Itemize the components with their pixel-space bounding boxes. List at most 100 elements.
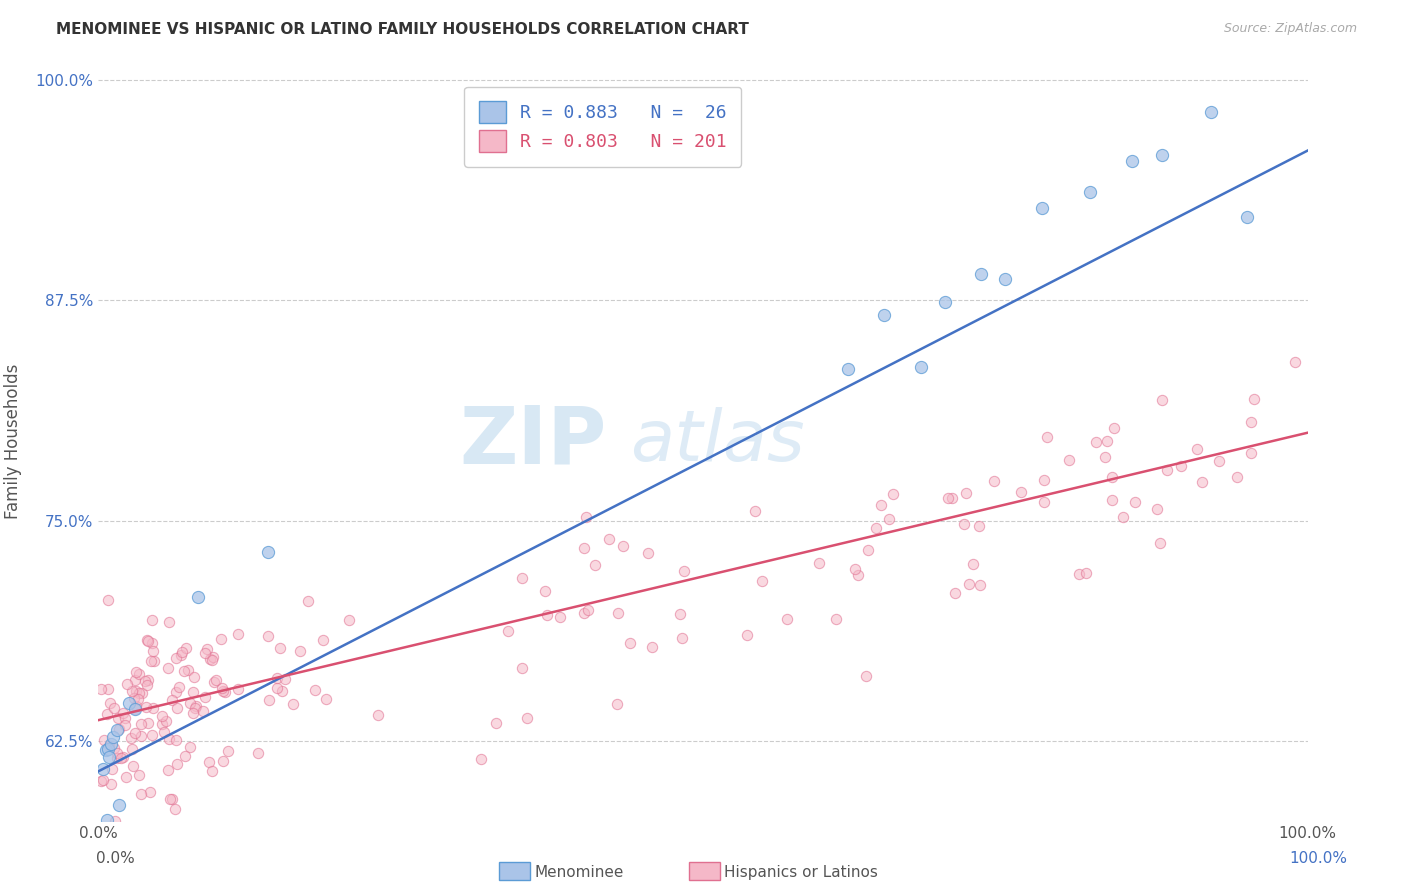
Point	[115, 677, 138, 691]
Point	[124, 726, 146, 740]
Point	[124, 673, 146, 687]
Point	[114, 718, 136, 732]
Point	[165, 684, 187, 698]
Point	[108, 723, 131, 737]
Point	[121, 683, 143, 698]
Point	[194, 690, 217, 705]
Point	[108, 797, 131, 812]
Point	[1149, 536, 1171, 550]
Point	[124, 701, 146, 715]
Point	[211, 681, 233, 695]
Point	[128, 685, 150, 699]
Point	[181, 706, 204, 720]
Point	[1146, 501, 1168, 516]
Point	[637, 546, 659, 560]
Point	[129, 729, 152, 743]
Point	[281, 697, 304, 711]
Point	[124, 702, 146, 716]
Point	[337, 613, 360, 627]
Point	[198, 652, 221, 666]
Point	[288, 644, 311, 658]
Point	[967, 519, 990, 533]
Point	[104, 814, 127, 828]
Text: Hispanics or Latinos: Hispanics or Latinos	[724, 865, 877, 880]
Point	[131, 686, 153, 700]
Point	[1010, 485, 1032, 500]
Point	[1078, 185, 1101, 199]
Point	[669, 607, 692, 622]
Point	[304, 682, 326, 697]
Point	[97, 741, 120, 756]
Point	[936, 491, 959, 506]
Point	[93, 732, 115, 747]
Point	[143, 654, 166, 668]
Point	[212, 684, 235, 698]
Point	[125, 665, 148, 679]
Point	[165, 650, 187, 665]
Point	[824, 611, 846, 625]
Text: Menominee: Menominee	[534, 865, 624, 880]
Point	[808, 556, 831, 570]
Point	[846, 568, 869, 582]
Point	[160, 693, 183, 707]
Point	[169, 648, 191, 662]
Point	[198, 756, 221, 770]
Point	[211, 754, 233, 768]
Point	[870, 498, 893, 512]
Point	[844, 561, 866, 575]
Point	[139, 785, 162, 799]
Point	[170, 645, 193, 659]
Point	[367, 708, 389, 723]
Point	[179, 696, 201, 710]
Point	[122, 759, 145, 773]
Point	[96, 813, 118, 827]
Point	[962, 557, 984, 571]
Point	[98, 739, 121, 753]
Point	[297, 594, 319, 608]
Point	[498, 624, 520, 638]
Point	[193, 704, 215, 718]
Point	[1199, 105, 1222, 120]
Point	[516, 711, 538, 725]
Point	[1240, 415, 1263, 429]
Point	[100, 737, 122, 751]
Point	[575, 510, 598, 524]
Point	[879, 512, 901, 526]
Point	[751, 574, 773, 588]
Point	[155, 714, 177, 728]
Point	[1185, 442, 1208, 456]
Point	[672, 564, 695, 578]
Point	[1095, 434, 1118, 448]
Point	[943, 586, 966, 600]
Point	[112, 706, 135, 720]
Point	[1208, 454, 1230, 468]
Point	[1094, 450, 1116, 465]
Point	[576, 603, 599, 617]
Point	[312, 632, 335, 647]
Point	[136, 678, 159, 692]
Point	[882, 486, 904, 500]
Point	[256, 629, 278, 643]
Point	[136, 673, 159, 687]
Point	[641, 640, 664, 654]
Point	[141, 613, 163, 627]
Point	[855, 669, 877, 683]
Point	[1074, 566, 1097, 580]
Text: MENOMINEE VS HISPANIC OR LATINO FAMILY HOUSEHOLDS CORRELATION CHART: MENOMINEE VS HISPANIC OR LATINO FAMILY H…	[56, 22, 749, 37]
Point	[957, 576, 980, 591]
Point	[548, 610, 571, 624]
Point	[110, 750, 132, 764]
Point	[970, 267, 993, 281]
Point	[270, 684, 292, 698]
Point	[174, 748, 197, 763]
Point	[274, 672, 297, 686]
Point	[111, 857, 134, 871]
Point	[934, 294, 956, 309]
Point	[1067, 566, 1090, 581]
Point	[195, 642, 218, 657]
Point	[201, 764, 224, 778]
Text: ZIP: ZIP	[458, 402, 606, 481]
Point	[139, 654, 162, 668]
Point	[256, 545, 278, 559]
Point	[873, 308, 896, 322]
